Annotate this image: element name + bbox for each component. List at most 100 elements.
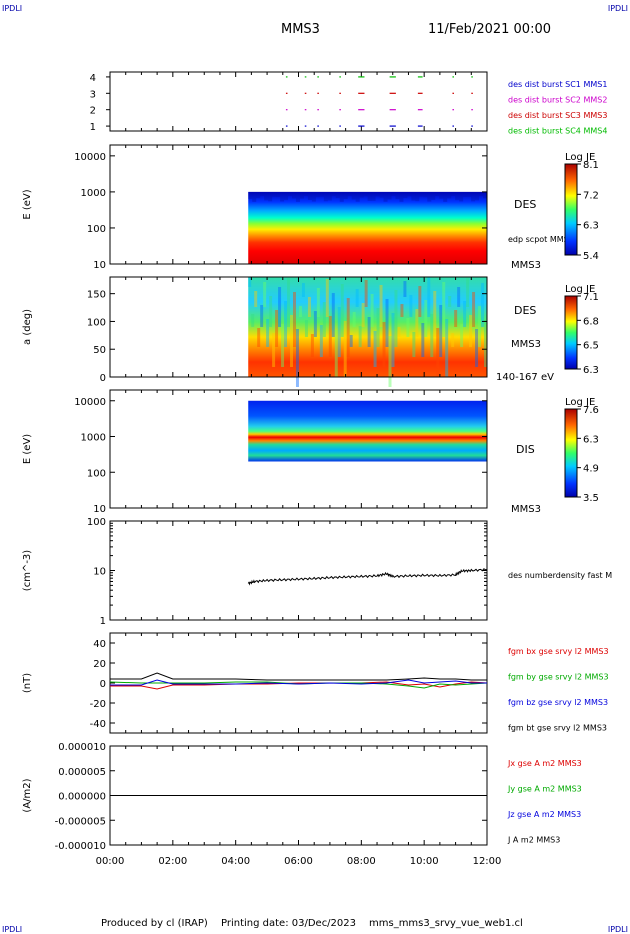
time-tick-label: 02:00 [158,856,187,867]
des-energy-colorbar [564,163,578,256]
burst-ytick-label: 4 [90,73,96,84]
density-series-line [247,568,488,586]
des-energy-ytick-label: 10000 [74,152,106,163]
burst-legend-entry: des dist burst SC1 MMS1 [508,80,607,89]
des-pitch-cell [316,288,320,317]
dis-energy-spectrogram [248,400,487,462]
des-pitch-colorbar-label: 6.5 [583,341,599,352]
des-energy-cell [371,191,376,201]
des-pitch-cell [331,293,335,337]
dis-energy-label-species: DIS [516,443,535,456]
des-pitch-colorbar-title: Log JE [565,284,595,295]
des-energy-cell [311,191,316,202]
des-energy-colorbar-title: Log JE [565,152,595,163]
des-pitch-cell [478,306,482,347]
des-energy-cell [475,191,480,201]
burst-legend-entry: des dist burst SC3 MMS3 [508,111,607,120]
des-pitch-cell [295,329,299,387]
des-pitch-cell [400,304,404,317]
des-energy-cell [383,191,388,202]
des-energy-ytick-label: 100 [87,224,106,235]
current-legend-j: J A m2 MMS3 [507,836,560,845]
des-energy-ylabel: E (eV) [22,189,33,219]
burst-legend-entry: des dist burst SC2 MMS2 [508,96,607,105]
des-energy-label-potential: edp scpot MMS3 [508,235,574,244]
des-pitch-cell [391,313,395,367]
des-energy-cell [455,191,460,201]
burst-legend-entry: des dist burst SC4 MMS4 [508,127,607,136]
des-energy-cell [439,191,444,199]
des-pitch-cell [463,301,467,327]
des-energy-cell [280,191,285,202]
des-pitch-cell [454,310,458,327]
des-energy-ytick-label: 1000 [81,188,106,199]
des-pitch-cell [379,285,383,327]
des-energy-cell [335,191,340,199]
burst-ytick-label: 2 [90,106,96,117]
des-pitch-cell [251,314,255,327]
bfield-legend-bz: fgm bz gse srvy l2 MMS3 [508,698,608,707]
des-energy-cell [415,191,420,202]
des-energy-cell [391,191,396,196]
current-legend-jy: Jy gse A m2 MMS3 [507,785,582,794]
time-tick-label: 10:00 [410,856,439,867]
des-energy-cell [363,191,368,197]
des-pitch-colorbar-label: 7.1 [583,292,599,303]
des-energy-cell [284,191,289,201]
des-energy-cell [483,191,487,199]
des-energy-colorbar-label: 8.1 [583,160,599,171]
des-pitch-cell [472,292,476,327]
des-pitch-cell [328,316,332,357]
des-energy-cell [248,191,253,199]
dis-energy-ytick-label: 100 [87,468,106,479]
des-pitch-spectrogram [248,277,487,377]
des-pitch-cell [343,321,347,377]
des-pitch-cell [257,328,261,347]
des-energy-cell [299,191,304,199]
des-energy-cell [379,191,384,198]
burst-ytick-label: 3 [90,89,96,100]
des-pitch-cell [409,295,413,317]
des-energy-cell [343,191,348,200]
des-energy-cell [295,191,300,202]
current-ytick-label: 0.000005 [58,767,106,778]
des-energy-cell [423,191,428,198]
des-energy-colorbar-label: 5.4 [583,251,599,262]
des-pitch-cell [260,305,264,327]
bfield-ytick-label: 0 [100,679,106,690]
des-energy-cell [319,191,324,197]
des-energy-ytick-label: 10 [93,260,106,271]
des-pitch-label-energy: 140-167 eV [496,372,554,383]
des-pitch-cell [394,290,398,347]
current-legend-jz: Jz gse A m2 MMS3 [507,810,581,819]
density-ytick-label: 10 [93,567,106,578]
des-energy-colorbar-label: 6.3 [583,221,599,232]
des-pitch-cell [481,283,485,327]
des-energy-cell [256,191,261,199]
des-energy-cell [427,191,432,202]
des-pitch-cell [358,326,362,347]
des-pitch-cell [284,301,288,347]
des-pitch-cell [433,291,437,337]
des-energy-cell [399,191,404,202]
des-pitch-cell [445,319,449,377]
des-pitch-cell [361,303,365,327]
des-energy-cell [359,191,364,198]
des-pitch-cell [281,324,285,367]
density-legend-entry: des numberdensity fast M [508,571,612,580]
des-energy-cell [467,191,472,197]
des-pitch-cell [301,283,305,297]
footer-filename: mms_mms3_srvy_vue_web1.cl [369,918,523,929]
des-pitch-cell [385,299,389,347]
des-pitch-ytick-label: 50 [93,345,106,356]
corner-label-bottom-right: IPDLI [607,925,628,934]
des-pitch-cell [403,281,407,297]
des-pitch-cell [349,335,353,347]
des-pitch-ytick-label: 150 [87,290,106,301]
des-energy-label-species: DES [514,198,536,211]
bfield-ylabel: (nT) [22,673,33,693]
des-pitch-ytick-label: 100 [87,317,106,328]
des-pitch-cell [370,294,374,327]
des-energy-cell [339,191,344,202]
density-frame [109,520,488,621]
